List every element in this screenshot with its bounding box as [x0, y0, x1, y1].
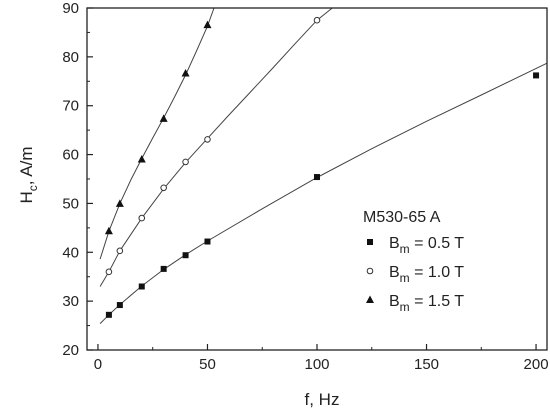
data-point: [138, 283, 145, 290]
legend-entry-1: Bm = 0.5 T: [389, 235, 464, 256]
x-tick-label: 100: [304, 356, 329, 373]
fit-curve-1: [99, 62, 548, 324]
y-tick-label: 80: [62, 49, 79, 66]
data-point: [533, 72, 540, 79]
legend-entry-3: Bm = 1.5 T: [389, 293, 464, 314]
data-point: [137, 154, 146, 163]
legend-marker-2: [366, 267, 374, 275]
y-axis-label-main: H: [17, 191, 36, 203]
axis-ticks: 0 50 100 150 200 20 30 40 50 60 70 80 90: [62, 0, 548, 373]
data-point: [115, 199, 124, 207]
data-point: [181, 68, 190, 77]
data-point: [116, 247, 124, 255]
y-tick-label: 90: [62, 0, 79, 17]
data-points: [104, 16, 540, 318]
data-point: [160, 265, 167, 272]
fit-curve-2: [99, 7, 333, 287]
legend-entry-2: Bm = 1.0 T: [389, 264, 464, 285]
data-point: [204, 238, 211, 245]
fit-curve-3: [99, 7, 215, 260]
data-point: [138, 214, 146, 222]
y-tick-label: 40: [62, 244, 79, 261]
data-point: [105, 311, 112, 318]
x-tick-label: 150: [414, 356, 439, 373]
legend: M530-65 A Bm = 0.5 T Bm = 1.0 T Bm = 1.5 T: [363, 209, 464, 314]
x-tick-label: 50: [199, 356, 216, 373]
data-point: [105, 268, 113, 276]
fit-curves: [99, 7, 548, 324]
data-point: [182, 158, 189, 166]
y-axis-label-sub: c: [26, 185, 40, 191]
data-point: [204, 136, 211, 143]
y-tick-label: 60: [62, 147, 79, 164]
legend-title: M530-65 A: [363, 209, 441, 226]
y-axis-label: Hc, A/m: [17, 146, 40, 203]
data-point: [314, 174, 320, 181]
legend-marker-1: [367, 239, 373, 245]
data-point: [104, 226, 113, 235]
x-tick-label: 0: [94, 356, 102, 373]
y-tick-label: 30: [62, 293, 79, 310]
y-tick-label: 70: [62, 98, 79, 115]
data-point: [159, 114, 168, 122]
y-axis-label-rest: , A/m: [17, 146, 36, 185]
data-point: [313, 16, 321, 24]
data-point: [116, 302, 123, 309]
y-tick-label: 20: [62, 342, 79, 359]
x-tick-label: 200: [524, 356, 549, 373]
x-axis-label: f, Hz: [305, 390, 340, 409]
y-tick-label: 50: [62, 195, 79, 212]
data-point: [203, 20, 212, 29]
legend-marker-3: [366, 295, 374, 303]
data-point: [182, 252, 189, 259]
data-point: [160, 184, 167, 192]
